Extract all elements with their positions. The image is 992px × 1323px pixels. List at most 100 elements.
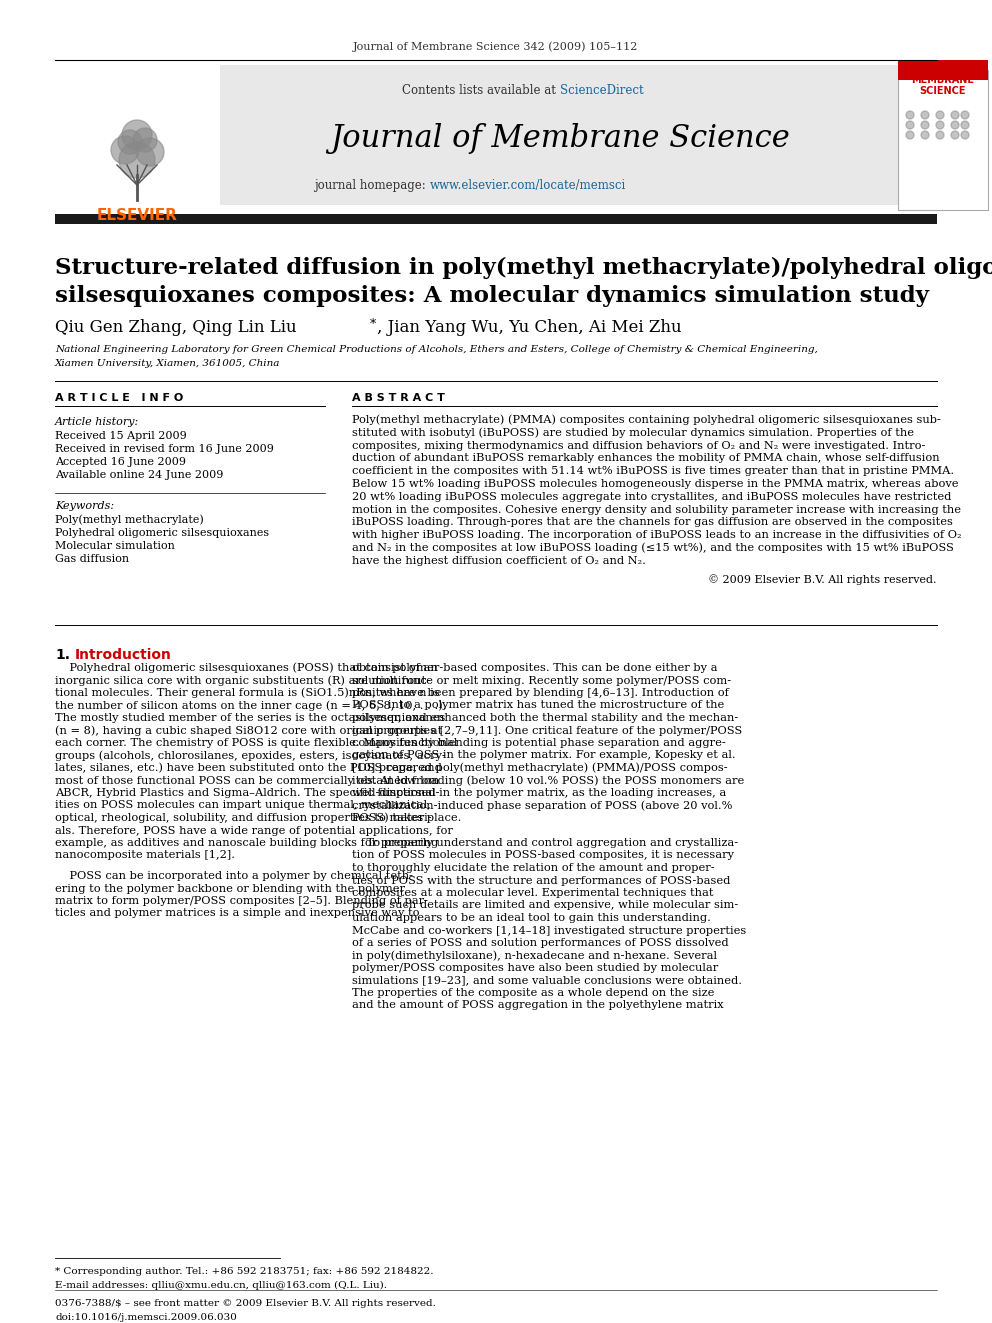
Circle shape <box>118 130 142 153</box>
Text: of a series of POSS and solution performances of POSS dissolved: of a series of POSS and solution perform… <box>352 938 729 949</box>
Bar <box>220 65 900 205</box>
Text: journal homepage:: journal homepage: <box>314 179 430 192</box>
Text: ABCR, Hybrid Plastics and Sigma–Aldrich. The specific functional-: ABCR, Hybrid Plastics and Sigma–Aldrich.… <box>55 789 439 798</box>
Circle shape <box>906 131 914 139</box>
Bar <box>60 75 215 210</box>
Circle shape <box>961 120 969 130</box>
Text: simulations [19–23], and some valuable conclusions were obtained.: simulations [19–23], and some valuable c… <box>352 975 742 986</box>
Bar <box>898 60 988 79</box>
Text: E-mail addresses: qlliu@xmu.edu.cn, qlliu@163.com (Q.L. Liu).: E-mail addresses: qlliu@xmu.edu.cn, qlli… <box>55 1281 387 1290</box>
Text: groups (alcohols, chlorosilanes, epoxides, esters, isocyanates, acry-: groups (alcohols, chlorosilanes, epoxide… <box>55 750 445 761</box>
Text: Below 15 wt% loading iBuPOSS molecules homogeneously disperse in the PMMA matrix: Below 15 wt% loading iBuPOSS molecules h… <box>352 479 958 490</box>
Text: POSS) takes place.: POSS) takes place. <box>352 812 461 823</box>
Text: probe such details are limited and expensive, while molecular sim-: probe such details are limited and expen… <box>352 901 738 910</box>
Text: Journal of Membrane Science 342 (2009) 105–112: Journal of Membrane Science 342 (2009) 1… <box>353 42 639 53</box>
Text: Polyhedral oligomeric silsesquioxanes (POSS) that consist of an: Polyhedral oligomeric silsesquioxanes (P… <box>55 663 437 673</box>
Circle shape <box>133 128 157 152</box>
Text: © 2009 Elsevier B.V. All rights reserved.: © 2009 Elsevier B.V. All rights reserved… <box>708 574 937 585</box>
Text: Accepted 16 June 2009: Accepted 16 June 2009 <box>55 456 186 467</box>
Text: POSS can be incorporated into a polymer by chemical teth-: POSS can be incorporated into a polymer … <box>55 871 413 881</box>
Text: ical properties [2,7–9,11]. One critical feature of the polymer/POSS: ical properties [2,7–9,11]. One critical… <box>352 725 742 736</box>
Text: ulation appears to be an ideal tool to gain this understanding.: ulation appears to be an ideal tool to g… <box>352 913 711 923</box>
Text: POSS into a polymer matrix has tuned the microstructure of the: POSS into a polymer matrix has tuned the… <box>352 700 724 710</box>
Text: posites have been prepared by blending [4,6–13]. Introduction of: posites have been prepared by blending [… <box>352 688 729 699</box>
Text: als. Therefore, POSS have a wide range of potential applications, for: als. Therefore, POSS have a wide range o… <box>55 826 453 836</box>
Bar <box>898 70 988 210</box>
Text: Journal of Membrane Science: Journal of Membrane Science <box>330 123 790 153</box>
Text: Received in revised form 16 June 2009: Received in revised form 16 June 2009 <box>55 445 274 454</box>
Text: most of those functional POSS can be commercially obtained from: most of those functional POSS can be com… <box>55 775 439 786</box>
Text: (n = 8), having a cubic shaped Si8O12 core with organic groups at: (n = 8), having a cubic shaped Si8O12 co… <box>55 725 442 736</box>
Text: gation of POSS in the polymer matrix. For example, Kopesky et al.: gation of POSS in the polymer matrix. Fo… <box>352 750 736 761</box>
Text: doi:10.1016/j.memsci.2009.06.030: doi:10.1016/j.memsci.2009.06.030 <box>55 1312 237 1322</box>
Text: 20 wt% loading iBuPOSS molecules aggregate into crystallites, and iBuPOSS molecu: 20 wt% loading iBuPOSS molecules aggrega… <box>352 492 951 501</box>
Text: [10] prepared poly(methyl methacrylate) (PMMA)/POSS compos-: [10] prepared poly(methyl methacrylate) … <box>352 763 727 773</box>
Text: Poly(methyl methacrylate) (PMMA) composites containing polyhedral oligomeric sil: Poly(methyl methacrylate) (PMMA) composi… <box>352 414 940 425</box>
Circle shape <box>119 142 155 179</box>
Text: The mostly studied member of the series is the octasilsesquioxanes: The mostly studied member of the series … <box>55 713 445 722</box>
Text: To properly understand and control aggregation and crystalliza-: To properly understand and control aggre… <box>352 837 738 848</box>
Text: ELSEVIER: ELSEVIER <box>96 208 178 224</box>
Text: ties of POSS with the structure and performances of POSS-based: ties of POSS with the structure and perf… <box>352 876 730 885</box>
Text: A B S T R A C T: A B S T R A C T <box>352 393 444 404</box>
Text: Article history:: Article history: <box>55 417 139 427</box>
Text: matrix to form polymer/POSS composites [2–5]. Blending of par-: matrix to form polymer/POSS composites [… <box>55 896 428 906</box>
Text: Xiamen University, Xiamen, 361005, China: Xiamen University, Xiamen, 361005, China <box>55 359 281 368</box>
Text: with higher iBuPOSS loading. The incorporation of iBuPOSS leads to an increase i: with higher iBuPOSS loading. The incorpo… <box>352 531 961 540</box>
Text: , Jian Yang Wu, Yu Chen, Ai Mei Zhu: , Jian Yang Wu, Yu Chen, Ai Mei Zhu <box>377 319 682 336</box>
Text: Available online 24 June 2009: Available online 24 June 2009 <box>55 470 223 480</box>
Text: and the amount of POSS aggregation in the polyethylene matrix: and the amount of POSS aggregation in th… <box>352 1000 723 1011</box>
Circle shape <box>936 131 944 139</box>
Circle shape <box>921 131 929 139</box>
Text: solution route or melt mixing. Recently some polymer/POSS com-: solution route or melt mixing. Recently … <box>352 676 731 685</box>
Text: Polyhedral oligomeric silsesquioxanes: Polyhedral oligomeric silsesquioxanes <box>55 528 269 538</box>
Text: composites by blending is potential phase separation and aggre-: composites by blending is potential phas… <box>352 738 726 747</box>
Circle shape <box>951 120 959 130</box>
Text: stituted with isobutyl (iBuPOSS) are studied by molecular dynamics simulation. P: stituted with isobutyl (iBuPOSS) are stu… <box>352 427 914 438</box>
Text: National Engineering Laboratory for Green Chemical Productions of Alcohols, Ethe: National Engineering Laboratory for Gree… <box>55 345 817 355</box>
Circle shape <box>951 111 959 119</box>
Text: have the highest diffusion coefficient of O₂ and N₂.: have the highest diffusion coefficient o… <box>352 556 646 566</box>
Text: Contents lists available at: Contents lists available at <box>403 83 560 97</box>
Text: Gas diffusion: Gas diffusion <box>55 554 129 564</box>
Text: lates, silanes, etc.) have been substituted onto the POSS cage, and: lates, silanes, etc.) have been substitu… <box>55 763 441 773</box>
Text: composites, mixing thermodynamics and diffusion behaviors of O₂ and N₂ were inve: composites, mixing thermodynamics and di… <box>352 441 926 451</box>
Text: well-dispersed in the polymer matrix, as the loading increases, a: well-dispersed in the polymer matrix, as… <box>352 789 726 798</box>
Text: iBuPOSS loading. Through-pores that are the channels for gas diffusion are obser: iBuPOSS loading. Through-pores that are … <box>352 517 953 528</box>
Text: Poly(methyl methacrylate): Poly(methyl methacrylate) <box>55 515 203 525</box>
Text: crystallization-induced phase separation of POSS (above 20 vol.%: crystallization-induced phase separation… <box>352 800 732 811</box>
Circle shape <box>136 138 164 165</box>
Text: optical, rheological, solubility, and diffusion properties to materi-: optical, rheological, solubility, and di… <box>55 814 432 823</box>
Text: 0376-7388/$ – see front matter © 2009 Elsevier B.V. All rights reserved.: 0376-7388/$ – see front matter © 2009 El… <box>55 1299 435 1308</box>
Text: Introduction: Introduction <box>75 648 172 662</box>
Text: *: * <box>370 319 376 332</box>
Text: Keywords:: Keywords: <box>55 501 114 511</box>
Circle shape <box>961 111 969 119</box>
Text: Received 15 April 2009: Received 15 April 2009 <box>55 431 186 441</box>
Circle shape <box>906 120 914 130</box>
Text: ticles and polymer matrices is a simple and inexpensive way to: ticles and polymer matrices is a simple … <box>55 909 420 918</box>
Text: The properties of the composite as a whole depend on the size: The properties of the composite as a who… <box>352 988 714 998</box>
Circle shape <box>921 111 929 119</box>
Text: silsesquioxanes composites: A molecular dynamics simulation study: silsesquioxanes composites: A molecular … <box>55 284 929 307</box>
Circle shape <box>951 131 959 139</box>
Text: journal of: journal of <box>922 64 964 73</box>
Circle shape <box>936 111 944 119</box>
Text: www.elsevier.com/locate/memsci: www.elsevier.com/locate/memsci <box>430 179 626 192</box>
Text: polymer, and enhanced both the thermal stability and the mechan-: polymer, and enhanced both the thermal s… <box>352 713 738 722</box>
Text: to thoroughly elucidate the relation of the amount and proper-: to thoroughly elucidate the relation of … <box>352 863 714 873</box>
Text: in poly(dimethylsiloxane), n-hexadecane and n-hexane. Several: in poly(dimethylsiloxane), n-hexadecane … <box>352 950 717 960</box>
Text: ering to the polymer backbone or blending with the polymer: ering to the polymer backbone or blendin… <box>55 884 405 893</box>
Text: * Corresponding author. Tel.: +86 592 2183751; fax: +86 592 2184822.: * Corresponding author. Tel.: +86 592 21… <box>55 1267 434 1277</box>
Text: polymer/POSS composites have also been studied by molecular: polymer/POSS composites have also been s… <box>352 963 718 972</box>
Text: inorganic silica core with organic substituents (R) are multifunc-: inorganic silica core with organic subst… <box>55 675 431 685</box>
Circle shape <box>921 120 929 130</box>
Circle shape <box>122 120 152 149</box>
Text: MEMBRANE: MEMBRANE <box>912 75 974 85</box>
Circle shape <box>936 120 944 130</box>
Text: obtain polymer-based composites. This can be done either by a: obtain polymer-based composites. This ca… <box>352 663 717 673</box>
Text: tional molecules. Their general formula is (SiO1.5)nRn, where n is: tional molecules. Their general formula … <box>55 688 439 699</box>
Text: the number of silicon atoms on the inner cage (n = 4, 6, 8, 10, . . .).: the number of silicon atoms on the inner… <box>55 700 446 710</box>
Text: and N₂ in the composites at low iBuPOSS loading (≤15 wt%), and the composites wi: and N₂ in the composites at low iBuPOSS … <box>352 542 954 553</box>
Text: SCIENCE: SCIENCE <box>920 86 966 97</box>
